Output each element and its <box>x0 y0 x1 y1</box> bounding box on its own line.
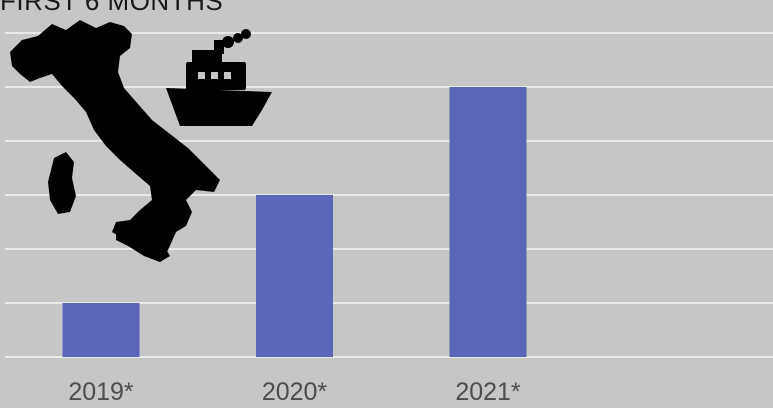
x-tick-label: 2021* <box>455 378 521 406</box>
x-tick-label: 2020* <box>262 378 328 406</box>
x-tick-label: 2019* <box>68 378 134 406</box>
bar-2021 <box>449 87 527 357</box>
bar-2020 <box>256 195 333 357</box>
bar-2019 <box>62 303 140 357</box>
chart-title: FIRST 6 MONTHS <box>0 0 224 16</box>
gridlines <box>5 32 773 358</box>
bars <box>62 87 527 357</box>
x-tick-labels: 2019* 2020* 2021* <box>68 378 521 406</box>
italy-map-icon <box>10 20 220 262</box>
ship-icon <box>166 29 272 126</box>
